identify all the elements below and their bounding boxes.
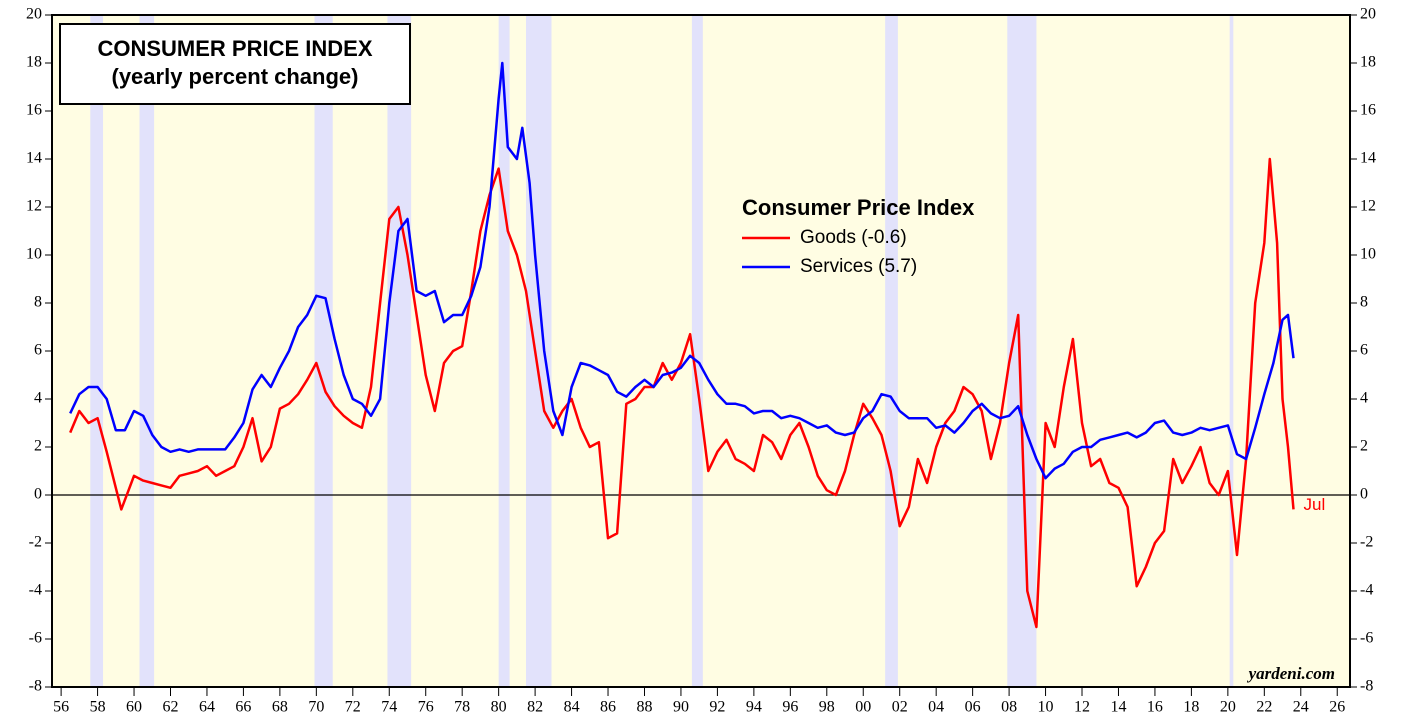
x-tick-label: 10: [1038, 699, 1054, 716]
y-tick-label: 8: [34, 294, 42, 311]
legend-label: Services (5.7): [800, 256, 917, 277]
x-tick-label: 74: [381, 699, 397, 716]
x-tick-label: 24: [1293, 699, 1309, 716]
legend-label: Goods (-0.6): [800, 227, 907, 248]
y2-tick-label: 16: [1360, 102, 1376, 119]
y2-tick-label: 0: [1360, 486, 1368, 503]
x-tick-label: 56: [53, 699, 69, 716]
x-tick-label: 62: [162, 699, 178, 716]
x-tick-label: 68: [272, 699, 288, 716]
y-tick-label: 0: [34, 486, 42, 503]
y-tick-label: -8: [29, 678, 42, 695]
chart-subtitle: (yearly percent change): [112, 64, 359, 89]
x-tick-label: 66: [235, 699, 251, 716]
plot-frame: [51, 14, 1351, 688]
y2-tick-label: 2: [1360, 438, 1368, 455]
recession-band: [387, 15, 412, 687]
recession-band: [525, 15, 552, 687]
recession-band: [139, 15, 155, 687]
x-tick-label: 04: [928, 699, 944, 716]
y-tick-label: 6: [34, 342, 42, 359]
recession-band: [885, 15, 898, 687]
y-tick-label: 4: [34, 390, 42, 407]
x-tick-label: 22: [1256, 699, 1272, 716]
y2-tick-label: 20: [1360, 6, 1376, 23]
x-tick-label: 84: [564, 699, 580, 716]
y2-tick-label: 10: [1360, 246, 1376, 263]
y-tick-label: 2: [34, 438, 42, 455]
x-tick-label: 64: [199, 699, 215, 716]
x-tick-label: 26: [1329, 699, 1345, 716]
x-tick-label: 02: [892, 699, 908, 716]
recession-band: [691, 15, 703, 687]
x-tick-label: 20: [1220, 699, 1236, 716]
x-tick-label: 06: [965, 699, 981, 716]
x-tick-label: 16: [1147, 699, 1163, 716]
x-tick-label: 08: [1001, 699, 1017, 716]
recession-band: [90, 15, 104, 687]
x-tick-label: 60: [126, 699, 142, 716]
title-box: [59, 23, 411, 105]
y2-tick-label: 18: [1360, 54, 1376, 71]
y-tick-label: 12: [26, 198, 42, 215]
last-month-label: Jul: [1303, 495, 1325, 514]
x-tick-label: 96: [782, 699, 798, 716]
x-tick-label: 82: [527, 699, 543, 716]
y2-tick-label: 4: [1360, 390, 1368, 407]
legend-title: Consumer Price Index: [742, 195, 975, 220]
x-tick-label: 80: [491, 699, 507, 716]
x-tick-label: 88: [636, 699, 652, 716]
x-tick-label: 90: [673, 699, 689, 716]
x-tick-label: 12: [1074, 699, 1090, 716]
x-tick-label: 86: [600, 699, 616, 716]
chart-title: CONSUMER PRICE INDEX: [97, 36, 372, 61]
series-line: [69, 61, 1295, 480]
recession-band: [314, 15, 333, 687]
y-tick-label: 20: [26, 6, 42, 23]
y-tick-label: -6: [29, 630, 42, 647]
y-tick-label: 14: [26, 150, 42, 167]
x-tick-label: 14: [1110, 699, 1126, 716]
recession-band: [498, 15, 510, 687]
y-tick-label: 18: [26, 54, 42, 71]
recession-band: [1229, 15, 1234, 687]
y2-tick-label: 14: [1360, 150, 1376, 167]
x-tick-label: 70: [308, 699, 324, 716]
x-tick-label: 58: [90, 699, 106, 716]
y-tick-label: 10: [26, 246, 42, 263]
y-tick-label: -2: [29, 534, 42, 551]
y2-tick-label: -2: [1360, 534, 1373, 551]
x-tick-label: 78: [454, 699, 470, 716]
y2-tick-label: 6: [1360, 342, 1368, 359]
y2-tick-label: -6: [1360, 630, 1373, 647]
y2-tick-label: 12: [1360, 198, 1376, 215]
source: yardeni.com: [1247, 664, 1335, 683]
x-tick-label: 92: [709, 699, 725, 716]
y2-tick-label: -8: [1360, 678, 1373, 695]
x-tick-label: 98: [819, 699, 835, 716]
y-tick-label: -4: [29, 582, 42, 599]
x-tick-label: 18: [1183, 699, 1199, 716]
x-tick-label: 72: [345, 699, 361, 716]
y2-tick-label: -4: [1360, 582, 1373, 599]
x-tick-label: 94: [746, 699, 762, 716]
x-tick-label: 76: [418, 699, 434, 716]
y-tick-label: 16: [26, 102, 42, 119]
y2-tick-label: 8: [1360, 294, 1368, 311]
series-line: [69, 157, 1295, 629]
x-tick-label: 00: [855, 699, 871, 716]
